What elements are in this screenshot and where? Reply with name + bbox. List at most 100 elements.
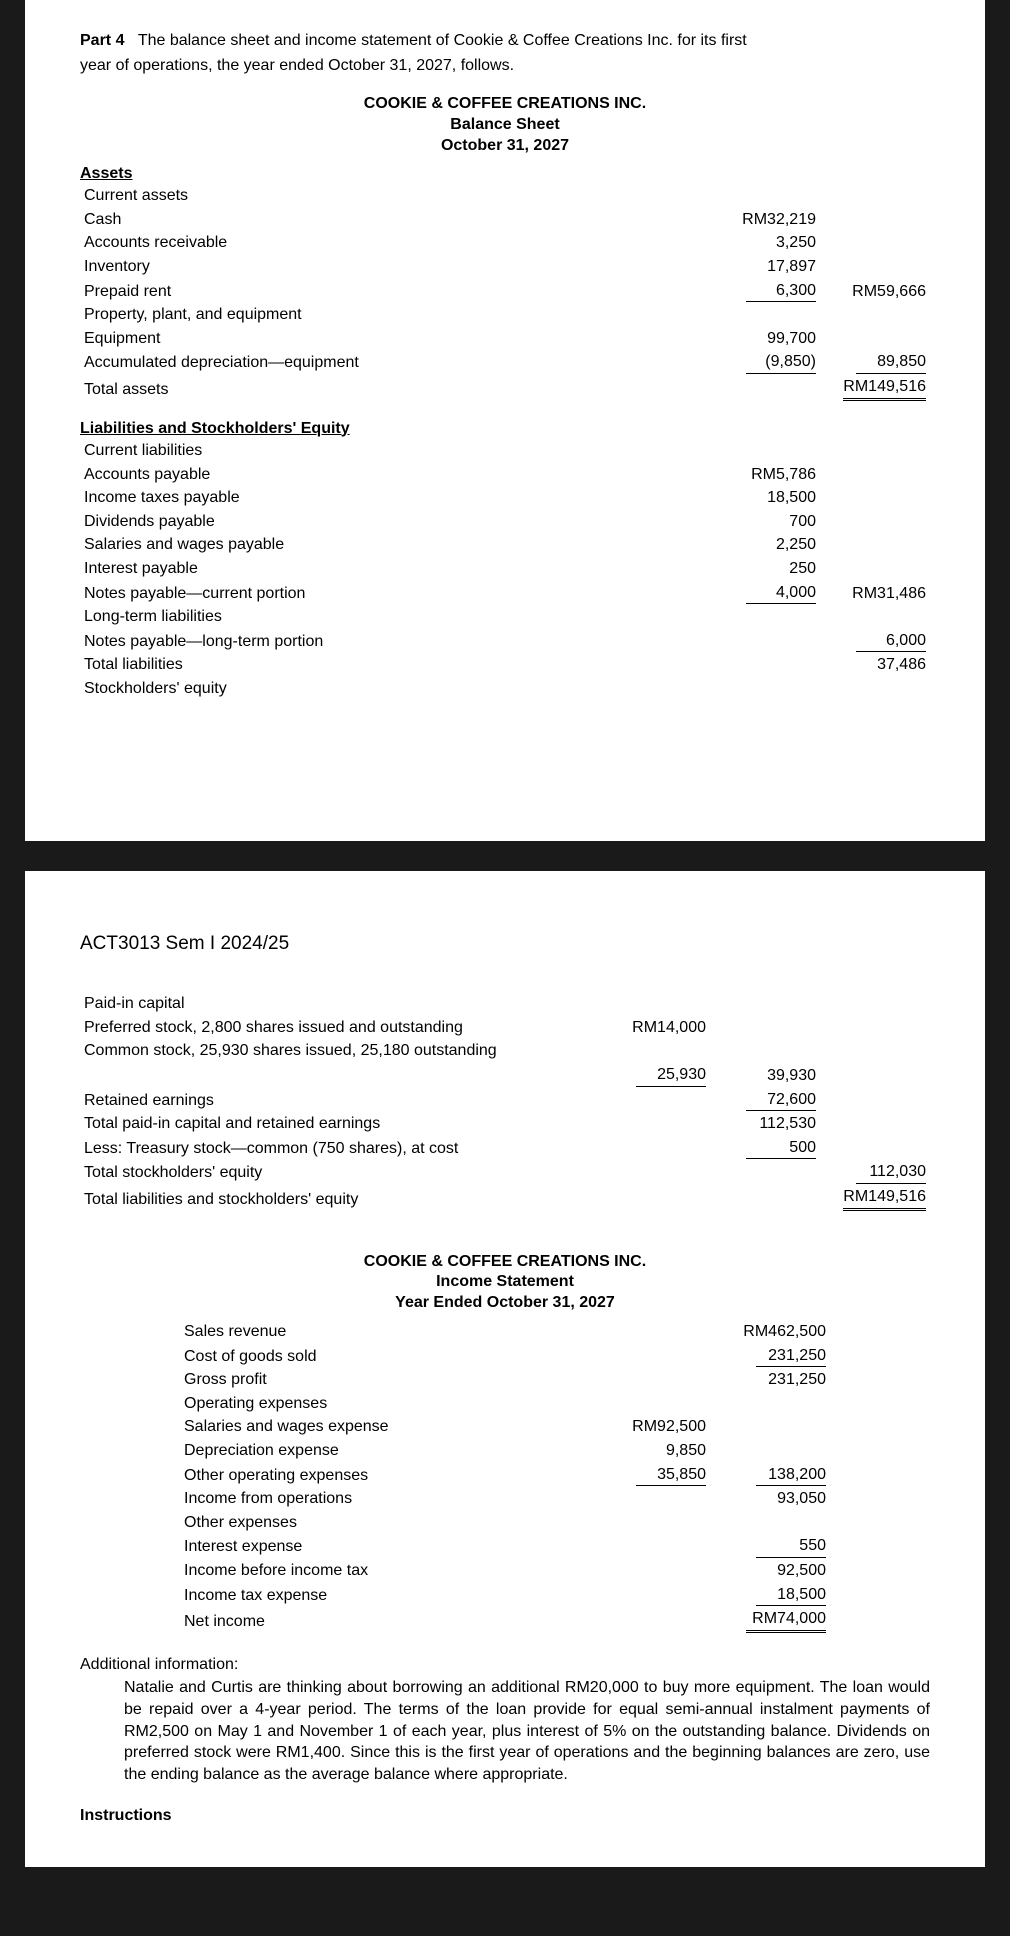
page-1: Part 4 The balance sheet and income stat… <box>25 0 985 841</box>
amount: 500 <box>746 1137 816 1160</box>
total: RM74,000 <box>746 1608 826 1633</box>
row-label: Long-term liabilities <box>80 605 710 629</box>
subtotal: 37,486 <box>820 653 930 677</box>
row-label: Gross profit <box>180 1368 590 1392</box>
amount: 92,500 <box>710 1559 830 1583</box>
liabilities-table: Current liabilities Accounts payableRM5,… <box>80 439 930 701</box>
row-label: Other operating expenses <box>180 1463 590 1488</box>
row-label: Operating expenses <box>180 1392 590 1416</box>
row-label: Accounts receivable <box>80 231 710 255</box>
amount: 93,050 <box>710 1487 830 1511</box>
row-label: Interest payable <box>80 557 710 581</box>
bs-date: October 31, 2027 <box>80 136 930 157</box>
amount: RM14,000 <box>600 1016 710 1040</box>
is-date: Year Ended October 31, 2027 <box>80 1293 930 1314</box>
row-label: Income tax expense <box>180 1583 590 1608</box>
total: RM149,516 <box>843 1186 926 1211</box>
row-label: Other expenses <box>180 1511 590 1535</box>
amount: 4,000 <box>746 582 816 605</box>
amount: 17,897 <box>710 255 820 279</box>
row-label: Total paid-in capital and retained earni… <box>80 1112 600 1136</box>
amount: (9,850) <box>746 351 816 374</box>
amount: 550 <box>756 1535 826 1558</box>
row-label: Total assets <box>80 375 710 402</box>
row-label: Salaries and wages expense <box>180 1415 590 1439</box>
intro-text-1: The balance sheet and income statement o… <box>138 32 747 49</box>
row-label: Retained earnings <box>80 1088 600 1113</box>
amount: 18,500 <box>756 1584 826 1607</box>
subtotal: RM59,666 <box>820 279 930 304</box>
intro-text-2: year of operations, the year ended Octob… <box>80 55 930 77</box>
is-title: Income Statement <box>80 1272 930 1293</box>
row-label: Total liabilities <box>80 653 710 677</box>
subtotal: RM31,486 <box>820 581 930 606</box>
amount: 3,250 <box>710 231 820 255</box>
row-label: Notes payable—current portion <box>80 581 710 606</box>
amount: 72,600 <box>746 1089 816 1112</box>
row-label: Total stockholders' equity <box>80 1160 600 1185</box>
amount: 25,930 <box>636 1064 706 1087</box>
stockholders-equity-table: Paid-in capital Preferred stock, 2,800 s… <box>80 992 930 1211</box>
amount: 9,850 <box>590 1439 710 1463</box>
instructions-label: Instructions <box>80 1805 930 1827</box>
amount: RM32,219 <box>710 208 820 232</box>
course-header: ACT3013 Sem I 2024/25 <box>80 931 930 957</box>
amount: 99,700 <box>710 327 820 351</box>
part-label: Part 4 <box>80 32 124 49</box>
amount: 250 <box>710 557 820 581</box>
amount: 6,000 <box>856 630 926 653</box>
row-label: Income before income tax <box>180 1559 590 1583</box>
row-label: Current liabilities <box>80 439 710 463</box>
amount: RM5,786 <box>710 463 820 487</box>
liab-se-title: Liabilities and Stockholders' Equity <box>80 418 930 440</box>
amount: 18,500 <box>710 486 820 510</box>
subtotal: 89,850 <box>856 351 926 374</box>
is-header: COOKIE & COFFEE CREATIONS INC. Income St… <box>80 1252 930 1314</box>
subtotal: 138,200 <box>756 1464 826 1487</box>
row-label: Stockholders' equity <box>80 677 710 701</box>
row-label: Total liabilities and stockholders' equi… <box>80 1185 600 1212</box>
row-label: Income from operations <box>180 1487 590 1511</box>
row-label: Less: Treasury stock—common (750 shares)… <box>80 1136 600 1161</box>
bs-company: COOKIE & COFFEE CREATIONS INC. <box>80 94 930 115</box>
total: RM149,516 <box>843 376 926 401</box>
bs-header: COOKIE & COFFEE CREATIONS INC. Balance S… <box>80 94 930 156</box>
subtotal: 112,530 <box>710 1112 820 1136</box>
row-label: Accounts payable <box>80 463 710 487</box>
row-label: Salaries and wages payable <box>80 533 710 557</box>
balance-sheet-table: Current assets CashRM32,219 Accounts rec… <box>80 184 930 401</box>
row-label: Income taxes payable <box>80 486 710 510</box>
amount: 2,250 <box>710 533 820 557</box>
row-label: Accumulated depreciation—equipment <box>80 350 710 375</box>
amount: 231,250 <box>710 1368 830 1392</box>
assets-title: Assets <box>80 163 930 185</box>
income-statement-table: Sales revenue RM462,500 Cost of goods sol… <box>180 1320 830 1634</box>
row-label: Inventory <box>80 255 710 279</box>
subtotal: 112,030 <box>856 1161 926 1184</box>
row-label: Dividends payable <box>80 510 710 534</box>
subtotal: 39,930 <box>710 1063 820 1088</box>
amount: RM92,500 <box>590 1415 710 1439</box>
row-label: Property, plant, and equipment <box>80 303 710 327</box>
additional-info-label: Additional information: <box>80 1654 930 1676</box>
row-label: Depreciation expense <box>180 1439 590 1463</box>
page-2: ACT3013 Sem I 2024/25 Paid-in capital Pr… <box>25 871 985 1867</box>
amount: RM462,500 <box>710 1320 830 1344</box>
row-label: Preferred stock, 2,800 shares issued and… <box>80 1016 600 1040</box>
intro: Part 4 The balance sheet and income stat… <box>80 30 930 52</box>
amount: 6,300 <box>746 280 816 303</box>
row-label: Net income <box>180 1607 590 1634</box>
is-company: COOKIE & COFFEE CREATIONS INC. <box>80 1252 930 1273</box>
row-label: Cost of goods sold <box>180 1344 590 1369</box>
amount: 231,250 <box>756 1345 826 1368</box>
bs-title: Balance Sheet <box>80 115 930 136</box>
additional-info-body: Natalie and Curtis are thinking about bo… <box>80 1677 930 1785</box>
row-label: Interest expense <box>180 1534 590 1559</box>
row-label: Paid-in capital <box>80 992 600 1016</box>
amount: 700 <box>710 510 820 534</box>
row-label: Equipment <box>80 327 710 351</box>
row-label: Sales revenue <box>180 1320 590 1344</box>
amount: 35,850 <box>636 1464 706 1487</box>
row-label: Current assets <box>80 184 710 208</box>
row-label: Prepaid rent <box>80 279 710 304</box>
